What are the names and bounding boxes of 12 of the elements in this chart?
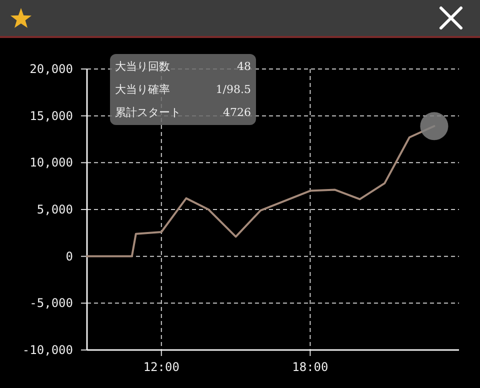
y-tick-label: 5,000 — [36, 202, 73, 216]
y-tick-label: 10,000 — [30, 156, 73, 170]
y-tick-label: 20,000 — [30, 62, 73, 76]
y-tick-label: 15,000 — [30, 108, 73, 123]
text: 累計スタート 4726 — [115, 106, 251, 119]
y-tick-label: -5,000 — [30, 296, 73, 310]
x-tick-label: 12:00 — [143, 360, 180, 374]
y-tick-label: 0 — [66, 249, 73, 264]
text: 大当り回数 48 — [115, 60, 251, 73]
x-tick-label: 18:00 — [292, 360, 328, 374]
y-tick-label: -10,000 — [22, 343, 73, 357]
text: 大当り確率 1/98.5 — [115, 83, 251, 96]
